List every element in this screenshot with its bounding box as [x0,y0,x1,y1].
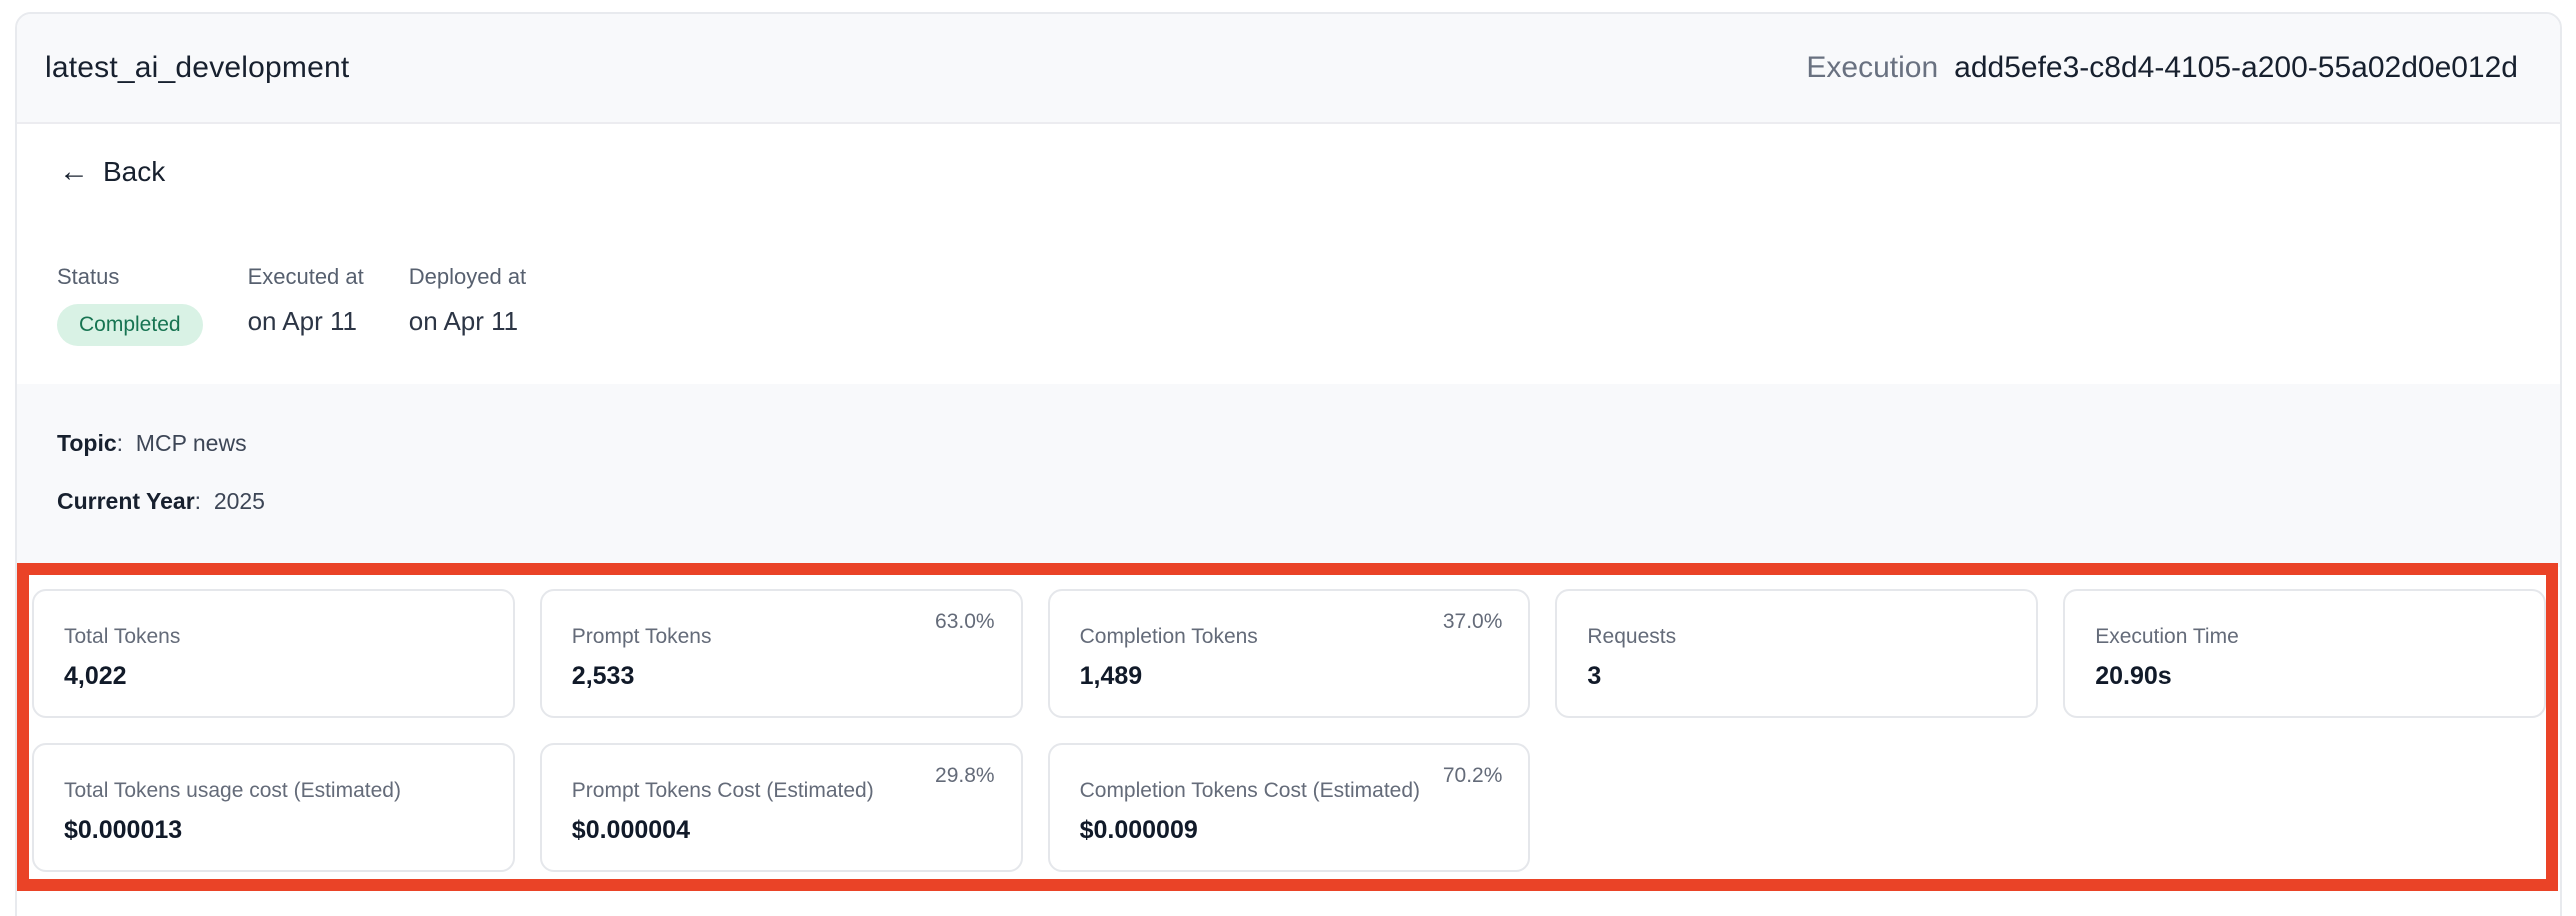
topic-line: Topic: MCP news [57,430,2520,457]
metric-card: Requests 3 [1555,589,2039,718]
metric-percent: 29.8% [935,764,995,787]
executed-at-value: on Apr 11 [247,306,357,336]
execution-id: add5efe3-c8d4-4105-a200-55a02d0e012d [1954,51,2518,84]
executed-at-column: Executed at on Apr 11 [248,264,364,346]
metric-value: 2,533 [571,662,635,690]
status-block: Status Completed Executed at on Apr 11 D… [57,264,2560,346]
metric-card: 70.2% Completion Tokens Cost (Estimated) $… [1047,743,1531,872]
metric-value: 20.90s [2095,662,2172,690]
metric-percent: 70.2% [1442,764,1503,787]
metric-card: Total Tokens 4,022 [32,589,515,718]
metric-label: Requests [1587,625,1677,648]
inputs-section: Topic: MCP news Current Year: 2025 [17,384,2560,567]
back-button[interactable]: ← Back [59,156,165,188]
back-label: Back [103,156,166,187]
metric-card: Execution Time 20.90s [2063,589,2546,718]
current-year-colon: : [194,488,214,514]
metric-label: Completion Tokens Cost (Estimated) [1079,779,1421,802]
current-year-key: Current Year [57,488,195,514]
metric-card: 37.0% Completion Tokens 1,489 [1047,589,1531,718]
metric-value: 4,022 [64,662,127,690]
metric-percent: 63.0% [935,610,995,633]
topic-value: MCP news [135,430,247,456]
deployed-at-label: Deployed at [408,264,527,289]
deployed-at-column: Deployed at on Apr 11 [409,264,526,346]
metric-value: 3 [1587,662,1602,690]
panel-header: latest_ai_development Execution add5efe3… [17,14,2560,124]
metric-value: $0.000004 [571,816,690,844]
metric-card: 63.0% Prompt Tokens 2,533 [539,589,1023,718]
execution-info: Execution add5efe3-c8d4-4105-a200-55a02d… [1806,51,2518,85]
metric-label: Prompt Tokens Cost (Estimated) [571,779,874,802]
deployed-at-value: on Apr 11 [408,306,519,336]
metric-label: Execution Time [2095,625,2239,648]
metrics-grid: Total Tokens 4,022 63.0% Prompt Tokens 2,533… [32,589,2546,872]
metric-value: $0.000013 [64,816,183,844]
metric-value: 1,489 [1079,662,1143,690]
metric-label: Total Tokens [64,625,181,648]
status-badge: Completed [57,304,203,346]
crew-name-title: latest_ai_development [45,51,350,84]
metric-label: Total Tokens usage cost (Estimated) [64,779,401,802]
current-year-value: 2025 [213,488,265,514]
execution-label: Execution [1806,51,1939,84]
metric-percent: 37.0% [1442,610,1503,633]
metric-value: $0.000009 [1079,816,1198,844]
execution-detail-panel: latest_ai_development Execution add5efe3… [15,12,2562,916]
metric-card: 29.8% Prompt Tokens Cost (Estimated) $0.00… [539,743,1023,872]
metrics-section: Total Tokens 4,022 63.0% Prompt Tokens 2,533… [17,567,2560,902]
status-column: Status Completed [57,264,203,346]
metric-label: Completion Tokens [1079,625,1258,648]
metric-label: Prompt Tokens [571,625,712,648]
left-arrow-icon: ← [59,155,89,188]
executed-at-label: Executed at [247,264,364,289]
status-label: Status [57,264,120,289]
topic-key: Topic [57,430,117,456]
current-year-line: Current Year: 2025 [57,488,2520,515]
topic-colon: : [116,430,136,456]
metric-card: Total Tokens usage cost (Estimated) $0.00… [32,743,515,872]
